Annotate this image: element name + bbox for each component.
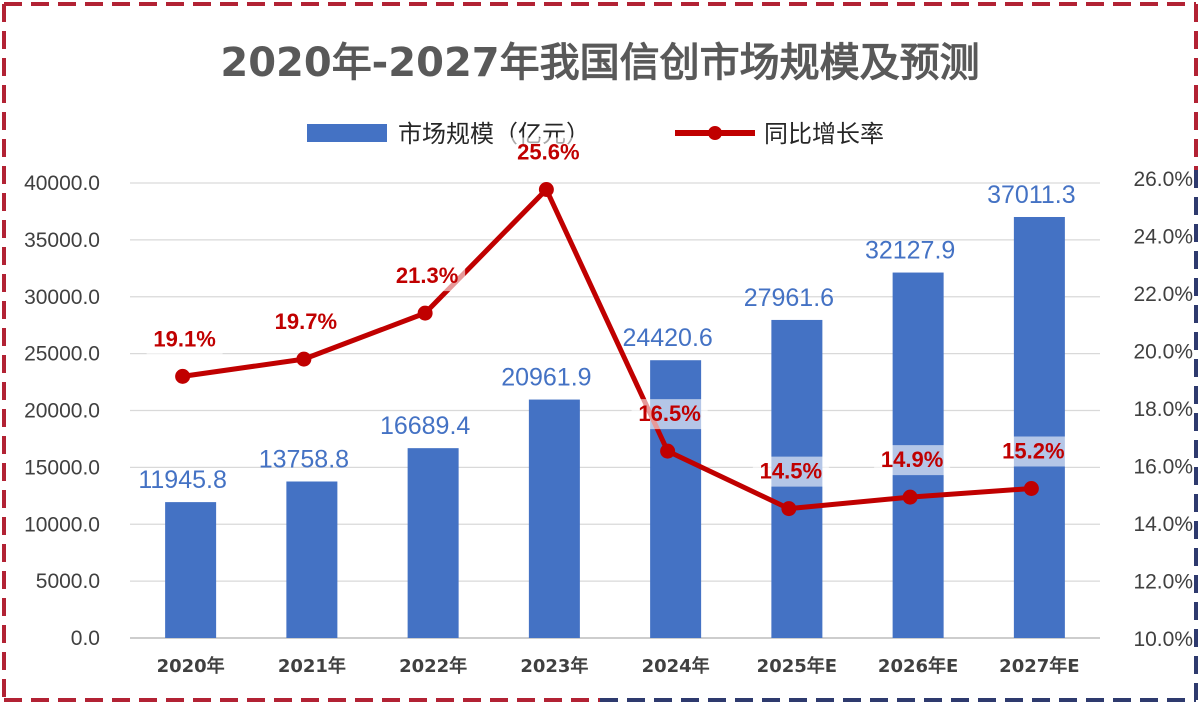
chart-title: 2020年-2027年我国信创市场规模及预测 <box>220 40 979 86</box>
line-value-label: 19.7% <box>275 309 337 334</box>
line-point <box>538 182 554 197</box>
right-tick-label: 18.0% <box>1133 398 1193 421</box>
line-point <box>296 351 312 367</box>
line-value-label: 16.5% <box>638 401 700 426</box>
line-label-halo <box>631 399 708 430</box>
bar <box>1013 216 1065 638</box>
bar <box>407 448 459 638</box>
legend-line-marker <box>708 126 722 140</box>
x-tick-label: 2021年 <box>278 655 346 677</box>
line-value-label: 19.1% <box>153 326 215 351</box>
line-point <box>175 368 191 384</box>
right-tick-label: 14.0% <box>1133 513 1193 536</box>
right-tick-label: 20.0% <box>1133 341 1193 364</box>
bar-value-labels: 11945.8 13758.8 16689.4 20961.9 24420.6 27961… <box>138 181 1075 494</box>
line-point <box>417 305 433 321</box>
bar <box>528 399 580 638</box>
line-value-labels: 19.1% 19.7% 21.3% 25.6% 16.5% 14.5% 14.9% 15.2% <box>146 137 1072 487</box>
line-point <box>902 489 918 505</box>
line-point <box>1023 481 1039 496</box>
line-label-halo <box>874 445 951 476</box>
bar-value-label: 24420.6 <box>622 324 712 352</box>
line-label-halo <box>995 436 1072 467</box>
right-axis: 10.0% 12.0% 14.0% 16.0% 18.0% 20.0% 22.0% 24.0%… <box>1133 168 1193 651</box>
bar-value-label: 13758.8 <box>259 445 349 473</box>
left-tick-label: 35000.0 <box>24 229 100 252</box>
bar-value-label: 20961.9 <box>501 364 591 392</box>
bar-value-label: 27961.6 <box>744 284 834 312</box>
bar-value-label: 37011.3 <box>987 181 1076 209</box>
left-tick-label: 30000.0 <box>24 286 100 309</box>
right-tick-label: 26.0% <box>1133 168 1193 191</box>
line-label-halo <box>267 307 344 338</box>
x-tick-label: 2023年 <box>520 655 588 677</box>
x-tick-label: 2024年 <box>642 655 710 677</box>
x-tick-label: 2020年 <box>157 655 225 677</box>
line-value-label: 15.2% <box>1002 439 1064 464</box>
line-point <box>781 501 797 517</box>
left-tick-label: 25000.0 <box>24 343 100 366</box>
bar <box>286 481 338 638</box>
bar-value-label: 11945.8 <box>138 466 227 494</box>
left-tick-label: 10000.0 <box>24 513 100 536</box>
left-tick-label: 5000.0 <box>36 570 100 593</box>
line-series <box>175 182 1039 517</box>
x-tick-label: 2026年E <box>878 655 958 677</box>
legend-line-label: 同比增长率 <box>764 120 884 148</box>
line-value-label: 25.6% <box>517 140 579 165</box>
left-tick-label: 40000.0 <box>24 172 100 195</box>
line-label-halo <box>510 137 587 168</box>
right-tick-label: 22.0% <box>1133 283 1193 306</box>
bar-value-label: 16689.4 <box>380 412 470 440</box>
legend-bar-swatch <box>307 124 387 142</box>
x-tick-label: 2025年E <box>757 655 837 677</box>
legend: 市场规模（亿元） 同比增长率 <box>307 120 884 148</box>
left-tick-label: 20000.0 <box>24 400 100 423</box>
bar-series <box>165 216 1065 638</box>
right-tick-label: 10.0% <box>1133 628 1193 651</box>
left-axis: 0.0 5000.0 10000.0 15000.0 20000.0 25000.0 300… <box>24 172 100 650</box>
bar-value-label: 32127.9 <box>865 237 955 265</box>
right-tick-label: 16.0% <box>1133 456 1193 479</box>
growth-line <box>182 187 1032 512</box>
line-value-label: 21.3% <box>396 263 458 288</box>
x-tick-label: 2022年 <box>399 655 467 677</box>
right-tick-label: 24.0% <box>1133 226 1193 249</box>
line-label-halo <box>752 456 829 487</box>
left-tick-label: 15000.0 <box>24 456 100 479</box>
line-value-label: 14.9% <box>881 447 943 472</box>
line-label-halo <box>389 261 466 292</box>
right-tick-label: 12.0% <box>1133 571 1193 594</box>
line-point <box>660 443 676 459</box>
line-value-label: 14.5% <box>760 459 822 484</box>
x-axis: 2020年 2021年 2022年 2023年 2024年 2025年E 2026年E 202… <box>157 655 1080 677</box>
left-tick-label: 0.0 <box>71 627 100 650</box>
line-label-halo <box>146 324 223 355</box>
x-tick-label: 2027年E <box>999 655 1079 677</box>
bar <box>165 502 217 638</box>
